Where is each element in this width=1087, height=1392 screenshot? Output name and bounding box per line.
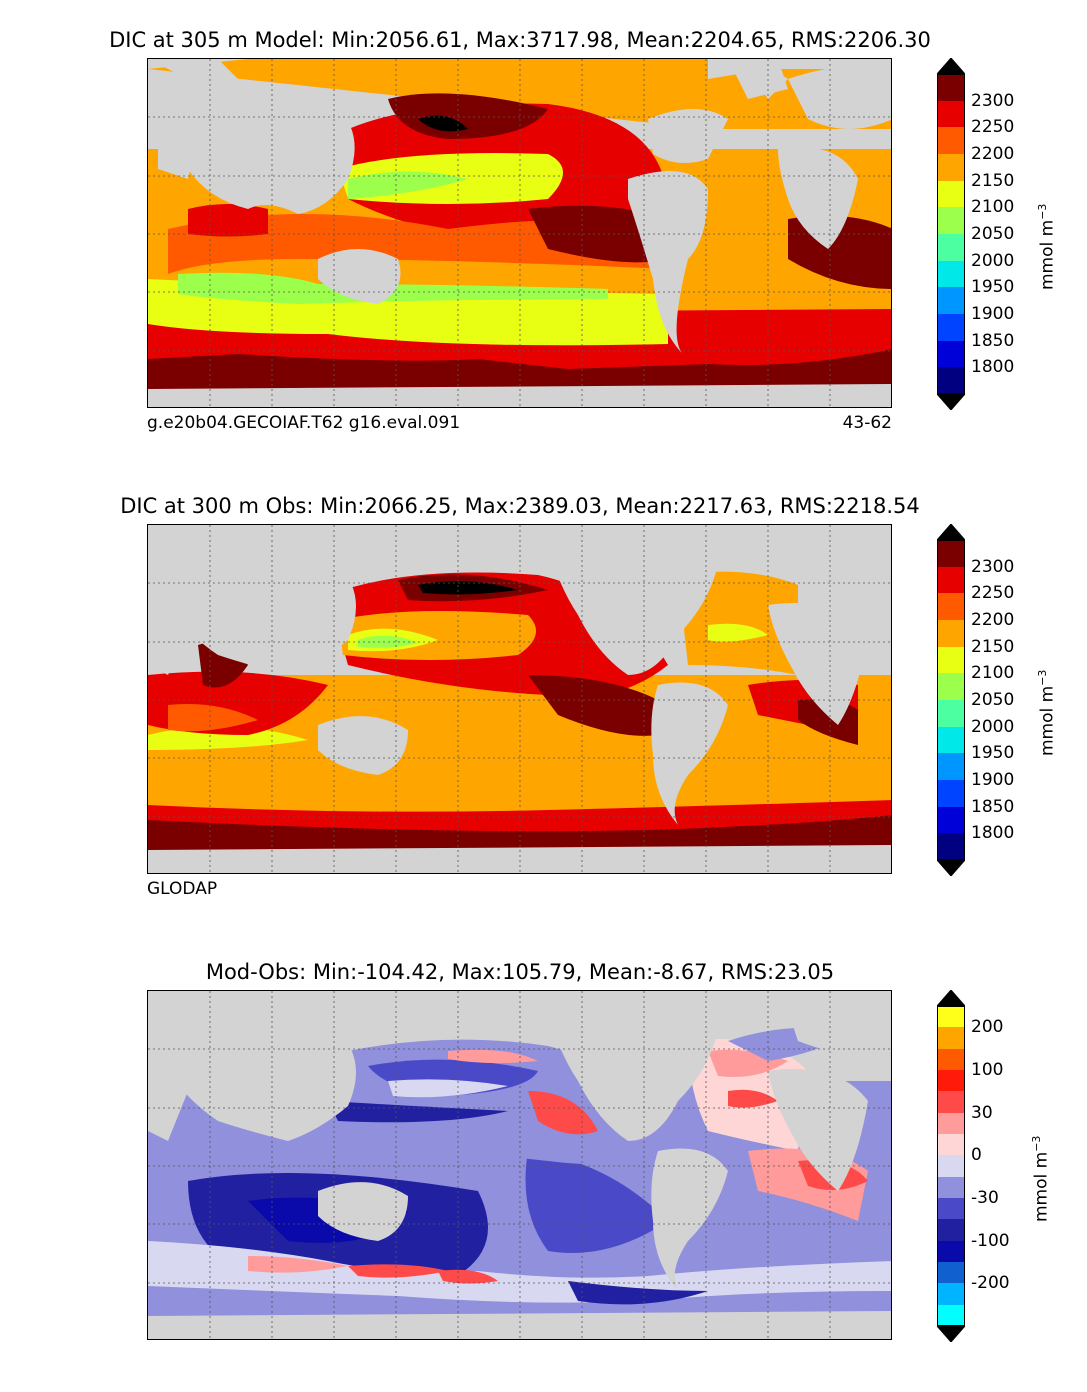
colorbar-tick-label: -30 xyxy=(971,1188,999,1208)
colorbar-segment xyxy=(937,620,965,648)
colorbar-segment xyxy=(937,646,965,674)
colorbar-tick-label: 1850 xyxy=(971,330,1015,351)
colorbar-extend-max xyxy=(937,524,965,540)
colorbar-segment xyxy=(937,1006,965,1028)
colorbar-segment xyxy=(937,1091,965,1114)
colorbar-tick-label: -100 xyxy=(971,1230,1010,1251)
colorbar-tick-label: 1800 xyxy=(971,823,1015,844)
footer-right: 43-62 xyxy=(842,413,892,433)
colorbar-tick-label: 2250 xyxy=(971,583,1015,604)
panel-model: DIC at 305 m Model: Min:2056.61, Max:371… xyxy=(0,0,1087,460)
colorbar-frame xyxy=(937,74,965,394)
footer-left: GLODAP xyxy=(147,879,218,899)
colorbar-tick-label: 2050 xyxy=(971,224,1015,244)
colorbar-segment xyxy=(937,74,965,102)
colorbar-segment xyxy=(937,1240,965,1263)
colorbar-segment xyxy=(937,1283,965,1306)
colorbar-extend-max xyxy=(937,990,965,1006)
colorbar-segment xyxy=(937,234,965,262)
colorbar-tick-label: 2200 xyxy=(971,144,1015,164)
colorbar-segment xyxy=(937,1219,965,1242)
colorbar-segment xyxy=(937,1070,965,1092)
colorbar-segment xyxy=(937,1112,965,1135)
colorbar-segment xyxy=(937,100,965,128)
colorbar-segment xyxy=(937,1176,965,1199)
colorbar-unit: mmol m−3 xyxy=(1036,669,1058,756)
colorbar-segment xyxy=(937,1198,965,1220)
colorbar-segment xyxy=(937,833,965,861)
colorbar-frame xyxy=(937,1006,965,1326)
colorbar-segment xyxy=(937,540,965,568)
colorbar-tick-label: 0 xyxy=(971,1145,982,1166)
colorbar-segment xyxy=(937,593,965,621)
colorbar-segment xyxy=(937,566,965,594)
colorbar-segment xyxy=(937,700,965,728)
model-map xyxy=(147,58,892,408)
colorbar-tick-label: 1950 xyxy=(971,277,1015,298)
colorbar-tick-label: 2300 xyxy=(971,556,1015,577)
panel-obs: DIC at 300 m Obs: Min:2066.25, Max:2389.… xyxy=(0,466,1087,926)
colorbar-tick-label: 2200 xyxy=(971,610,1015,630)
panel-diff: Mod-Obs: Min:-104.42, Max:105.79, Mean:-… xyxy=(0,932,1087,1392)
colorbar-obs xyxy=(937,524,965,876)
colorbar-tick-label: 100 xyxy=(971,1060,1004,1080)
colorbar-segment xyxy=(937,1134,965,1156)
colorbar-segment xyxy=(937,673,965,701)
colorbar-segment xyxy=(937,1027,965,1050)
colorbar-extend-min xyxy=(937,394,965,410)
colorbar-segment xyxy=(937,1048,965,1071)
footer-left: g.e20b04.GECOIAF.T62 g16.eval.091 xyxy=(147,413,461,433)
colorbar-segment xyxy=(937,127,965,155)
colorbar-segment xyxy=(937,180,965,208)
colorbar-tick-label: 1900 xyxy=(971,304,1015,324)
diff-map xyxy=(147,990,892,1340)
colorbar-tick-label: 1950 xyxy=(971,743,1015,764)
colorbar-tick-label: 1800 xyxy=(971,357,1015,378)
obs-map xyxy=(147,524,892,874)
colorbar-segment xyxy=(937,287,965,315)
colorbar-segment xyxy=(937,780,965,808)
colorbar-segment xyxy=(937,340,965,368)
colorbar-segment xyxy=(937,1304,965,1327)
colorbar-tick-label: 2100 xyxy=(971,663,1015,684)
colorbar-segment xyxy=(937,154,965,182)
colorbar-tick-label: 2000 xyxy=(971,716,1015,737)
colorbar-frame xyxy=(937,540,965,860)
colorbar-tick-label: 2300 xyxy=(971,90,1015,111)
colorbar-unit: mmol m−3 xyxy=(1030,1135,1052,1222)
colorbar-segment xyxy=(937,207,965,235)
colorbar-unit: mmol m−3 xyxy=(1036,203,1058,290)
colorbar-segment xyxy=(937,726,965,754)
colorbar-tick-label: 2000 xyxy=(971,250,1015,271)
colorbar-extend-min xyxy=(937,860,965,876)
colorbar-segment xyxy=(937,367,965,395)
colorbar-segment xyxy=(937,314,965,342)
panel-title: Mod-Obs: Min:-104.42, Max:105.79, Mean:-… xyxy=(205,960,835,984)
colorbar-tick-label: 1850 xyxy=(971,796,1015,817)
colorbar-tick-label: 2150 xyxy=(971,636,1015,657)
colorbar-segment xyxy=(937,1155,965,1178)
panel-title: DIC at 305 m Model: Min:2056.61, Max:371… xyxy=(109,28,931,52)
colorbar-extend-max xyxy=(937,58,965,74)
colorbar-diff xyxy=(937,990,965,1342)
colorbar-tick-label: 2050 xyxy=(971,690,1015,710)
colorbar-tick-label: 200 xyxy=(971,1017,1004,1038)
colorbar-extend-min xyxy=(937,1326,965,1342)
panel-title: DIC at 300 m Obs: Min:2066.25, Max:2389.… xyxy=(120,494,920,518)
colorbar-model xyxy=(937,58,965,410)
colorbar-tick-label: 2150 xyxy=(971,170,1015,191)
colorbar-tick-label: 1900 xyxy=(971,770,1015,790)
colorbar-tick-label: 2250 xyxy=(971,117,1015,138)
colorbar-segment xyxy=(937,806,965,834)
colorbar-tick-label: 2100 xyxy=(971,197,1015,218)
colorbar-segment xyxy=(937,753,965,781)
colorbar-segment xyxy=(937,260,965,288)
colorbar-tick-label: 30 xyxy=(971,1102,993,1123)
colorbar-tick-label: -200 xyxy=(971,1273,1010,1294)
colorbar-segment xyxy=(937,1262,965,1284)
